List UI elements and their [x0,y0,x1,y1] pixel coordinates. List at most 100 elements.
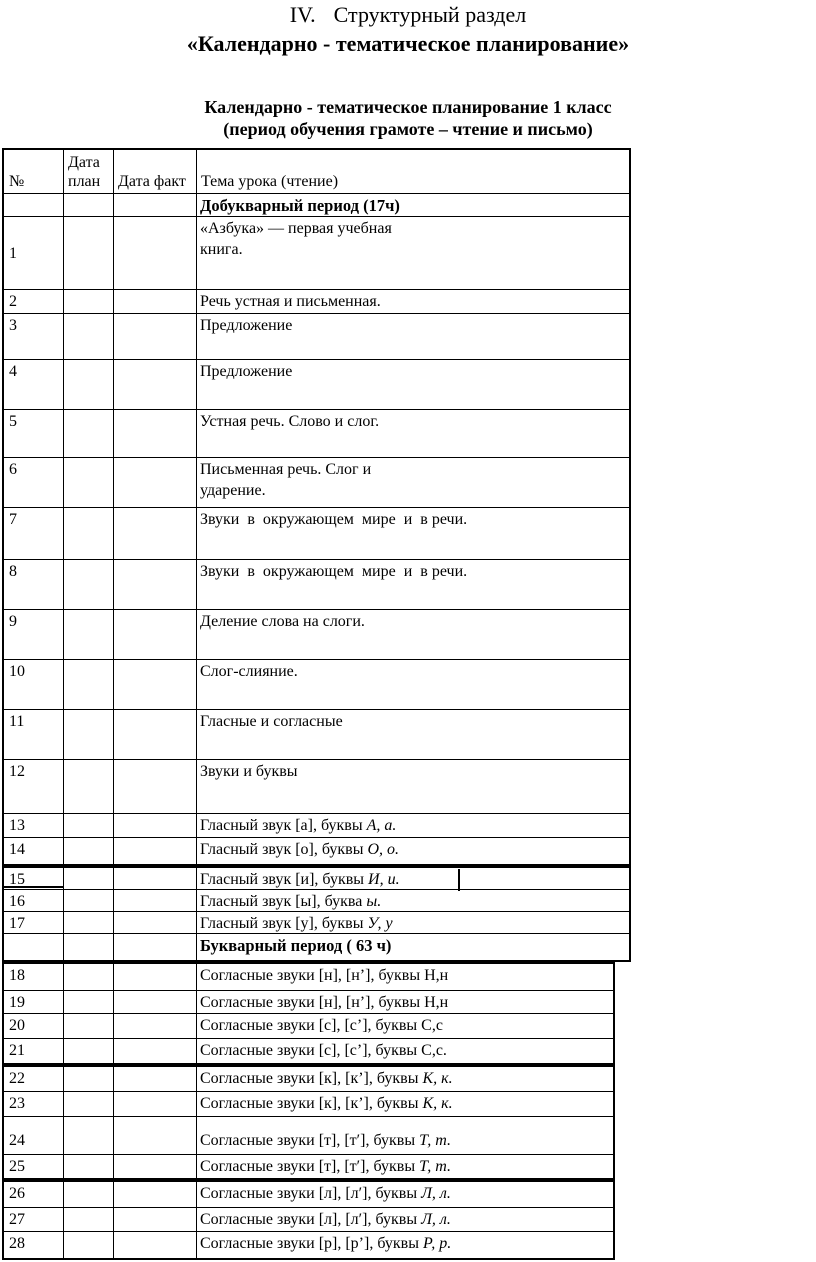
lesson-topic-cell: Согласные звуки [к], [к’], буквы К, к. [197,1092,613,1117]
lesson-letters-italic: ы. [366,893,382,910]
date-fact-cell [114,194,197,217]
lesson-topic-cell: Согласные звуки [р], [р’], буквы Р, р. [197,1232,613,1258]
lesson-number-cell [4,934,64,960]
date-plan-cell [64,934,114,960]
lesson-topic-text: Согласные звуки [н], [н’], буквы Н,н [200,994,448,1011]
lesson-number: 4 [9,363,17,380]
lesson-number-cell: 23 [4,1092,64,1117]
lesson-number: 17 [9,915,25,932]
lesson-topic-fragment: Гласный звук [а], буквы [200,817,367,834]
lesson-row: 21 Согласные звуки [с], [с’], буквы С,с. [4,1039,613,1063]
lesson-letters-italic: Л, л. [421,1185,451,1202]
lesson-number: 16 [9,893,25,910]
lesson-number-cell: 22 [4,1067,64,1092]
lesson-row: 28 Согласные звуки [р], [р’], буквы Р, р. [4,1232,613,1258]
lesson-number-cell: 7 [4,508,64,560]
lesson-topic-fragment: Гласный звук [ы], буква [200,893,367,910]
lesson-letters-italic: И, и. [368,871,400,888]
lesson-letters-italic: К, к. [422,1070,453,1087]
lesson-topic-fragment: Согласные звуки [к], [к’], буквы [200,1095,423,1112]
lesson-topic-fragment: Звуки в окружающем мире и в речи. [200,563,468,580]
lesson-number-cell: 21 [4,1039,64,1063]
lesson-topic-fragment: Согласные звуки [к], [к’], буквы [200,1070,423,1087]
page-subtitle: «Календарно - тематическое планирование» [186,31,630,56]
lesson-topic-cell: Гласный звук [ы], буква ы. [197,890,629,912]
lesson-row: 22 Согласные звуки [к], [к’], буквы К, к. [4,1067,613,1092]
lesson-number: 5 [9,413,17,430]
table-caption-line1: Календарно - тематическое планирование 1… [204,97,612,117]
date-fact-cell [114,991,197,1014]
lesson-letters-italic: Л, л. [421,1211,451,1228]
lesson-number: 9 [9,613,17,630]
lesson-topic-cell: Гласный звук [а], буквы А, а. [197,814,629,838]
header-num-cell: № [4,150,64,194]
lesson-number-cell [4,194,64,217]
lesson-topic-text: Предложение [200,363,292,380]
lesson-topic-cell: Письменная речь. Слог и ударение. [197,458,629,508]
date-plan-cell [64,314,114,360]
lesson-number: 24 [9,1132,25,1149]
lesson-topic-fragment: Согласные звуки [н], [н’], буквы Н,н [200,994,449,1011]
lesson-topic-fragment: Гласный звук [у], буквы [200,915,368,932]
lesson-number: 19 [9,994,25,1011]
lesson-number: 11 [9,713,25,730]
date-fact-cell [114,912,197,934]
lesson-letters-italic: Т, т. [419,1158,451,1175]
lesson-number-cell: 3 [4,314,64,360]
date-fact-cell [114,710,197,760]
lesson-number: 23 [9,1095,25,1112]
lesson-topic-cell: Согласные звуки [с], [с’], буквы С,с. [197,1039,613,1063]
lesson-topic-cell: Гласный звук [у], буквы У, у [197,912,629,934]
lesson-row: 12 Звуки и буквы [4,760,629,814]
lesson-number: 10 [9,663,25,680]
lesson-topic-fragment: Согласные звуки [т], [т′], буквы [200,1158,420,1175]
date-plan-cell [64,964,114,991]
date-plan-cell [64,710,114,760]
date-fact-cell [114,360,197,410]
date-fact-cell [114,890,197,912]
date-plan-cell [64,1182,114,1208]
date-plan-cell [64,1014,114,1039]
lesson-topic-cell: Согласные звуки [н], [н’], буквы Н,н [197,991,613,1014]
lesson-topic-fragment: Согласные звуки [л], [л′], буквы [200,1185,422,1202]
header-date-plan-cell-label: Дата план [68,154,101,190]
lesson-number: 8 [9,563,17,580]
num-column-divider-artifact [2,886,64,888]
lesson-topic-text: Звуки в окружающем мире и в речи. [200,511,467,528]
lesson-number-cell: 4 [4,360,64,410]
lesson-number-cell: 1 [4,217,64,290]
lesson-letters-italic: У, у [367,915,393,932]
date-fact-cell [114,1155,197,1178]
lesson-topic-cell: Согласные звуки [т], [т′], буквы Т, т. [197,1155,613,1178]
lesson-topic-fragment: Согласные звуки [с], [с’], буквы С,с [200,1017,443,1034]
lesson-topic-text: Письменная речь. Слог и ударение. [200,461,371,499]
date-fact-cell [114,560,197,610]
lesson-number-cell: 17 [4,912,64,934]
date-fact-cell [114,760,197,814]
lesson-topic-text: Звуки и буквы [200,763,298,780]
lesson-number-cell: 18 [4,964,64,991]
lesson-topic-text: Речь устная и письменная. [200,293,381,310]
lesson-number: 6 [9,461,17,478]
date-plan-cell [64,814,114,838]
date-plan-cell [64,217,114,290]
date-fact-cell [114,290,197,314]
lesson-row: 4 Предложение [4,360,629,410]
lesson-number: 3 [9,317,17,334]
lesson-number: 7 [9,511,17,528]
period-section-row: Добукварный период (17ч) [4,194,629,217]
lesson-topic-cell: Предложение [197,360,629,410]
lesson-number-cell: 15 [4,868,64,890]
lesson-row: 25 Согласные звуки [т], [т′], буквы Т, т. [4,1155,613,1178]
lesson-row: 14 Гласный звук [о], буквы О, о. [4,838,629,864]
date-plan-cell [64,1232,114,1258]
lesson-topic-cell: Согласные звуки [т], [т′], буквы Т, т. [197,1117,613,1155]
lesson-number-cell: 28 [4,1232,64,1258]
date-fact-cell [114,934,197,960]
lesson-letters-italic: О, о. [367,841,400,858]
lesson-number: 25 [9,1158,25,1175]
date-fact-cell [114,1208,197,1232]
lesson-number: 26 [9,1185,25,1202]
date-plan-cell [64,1067,114,1092]
